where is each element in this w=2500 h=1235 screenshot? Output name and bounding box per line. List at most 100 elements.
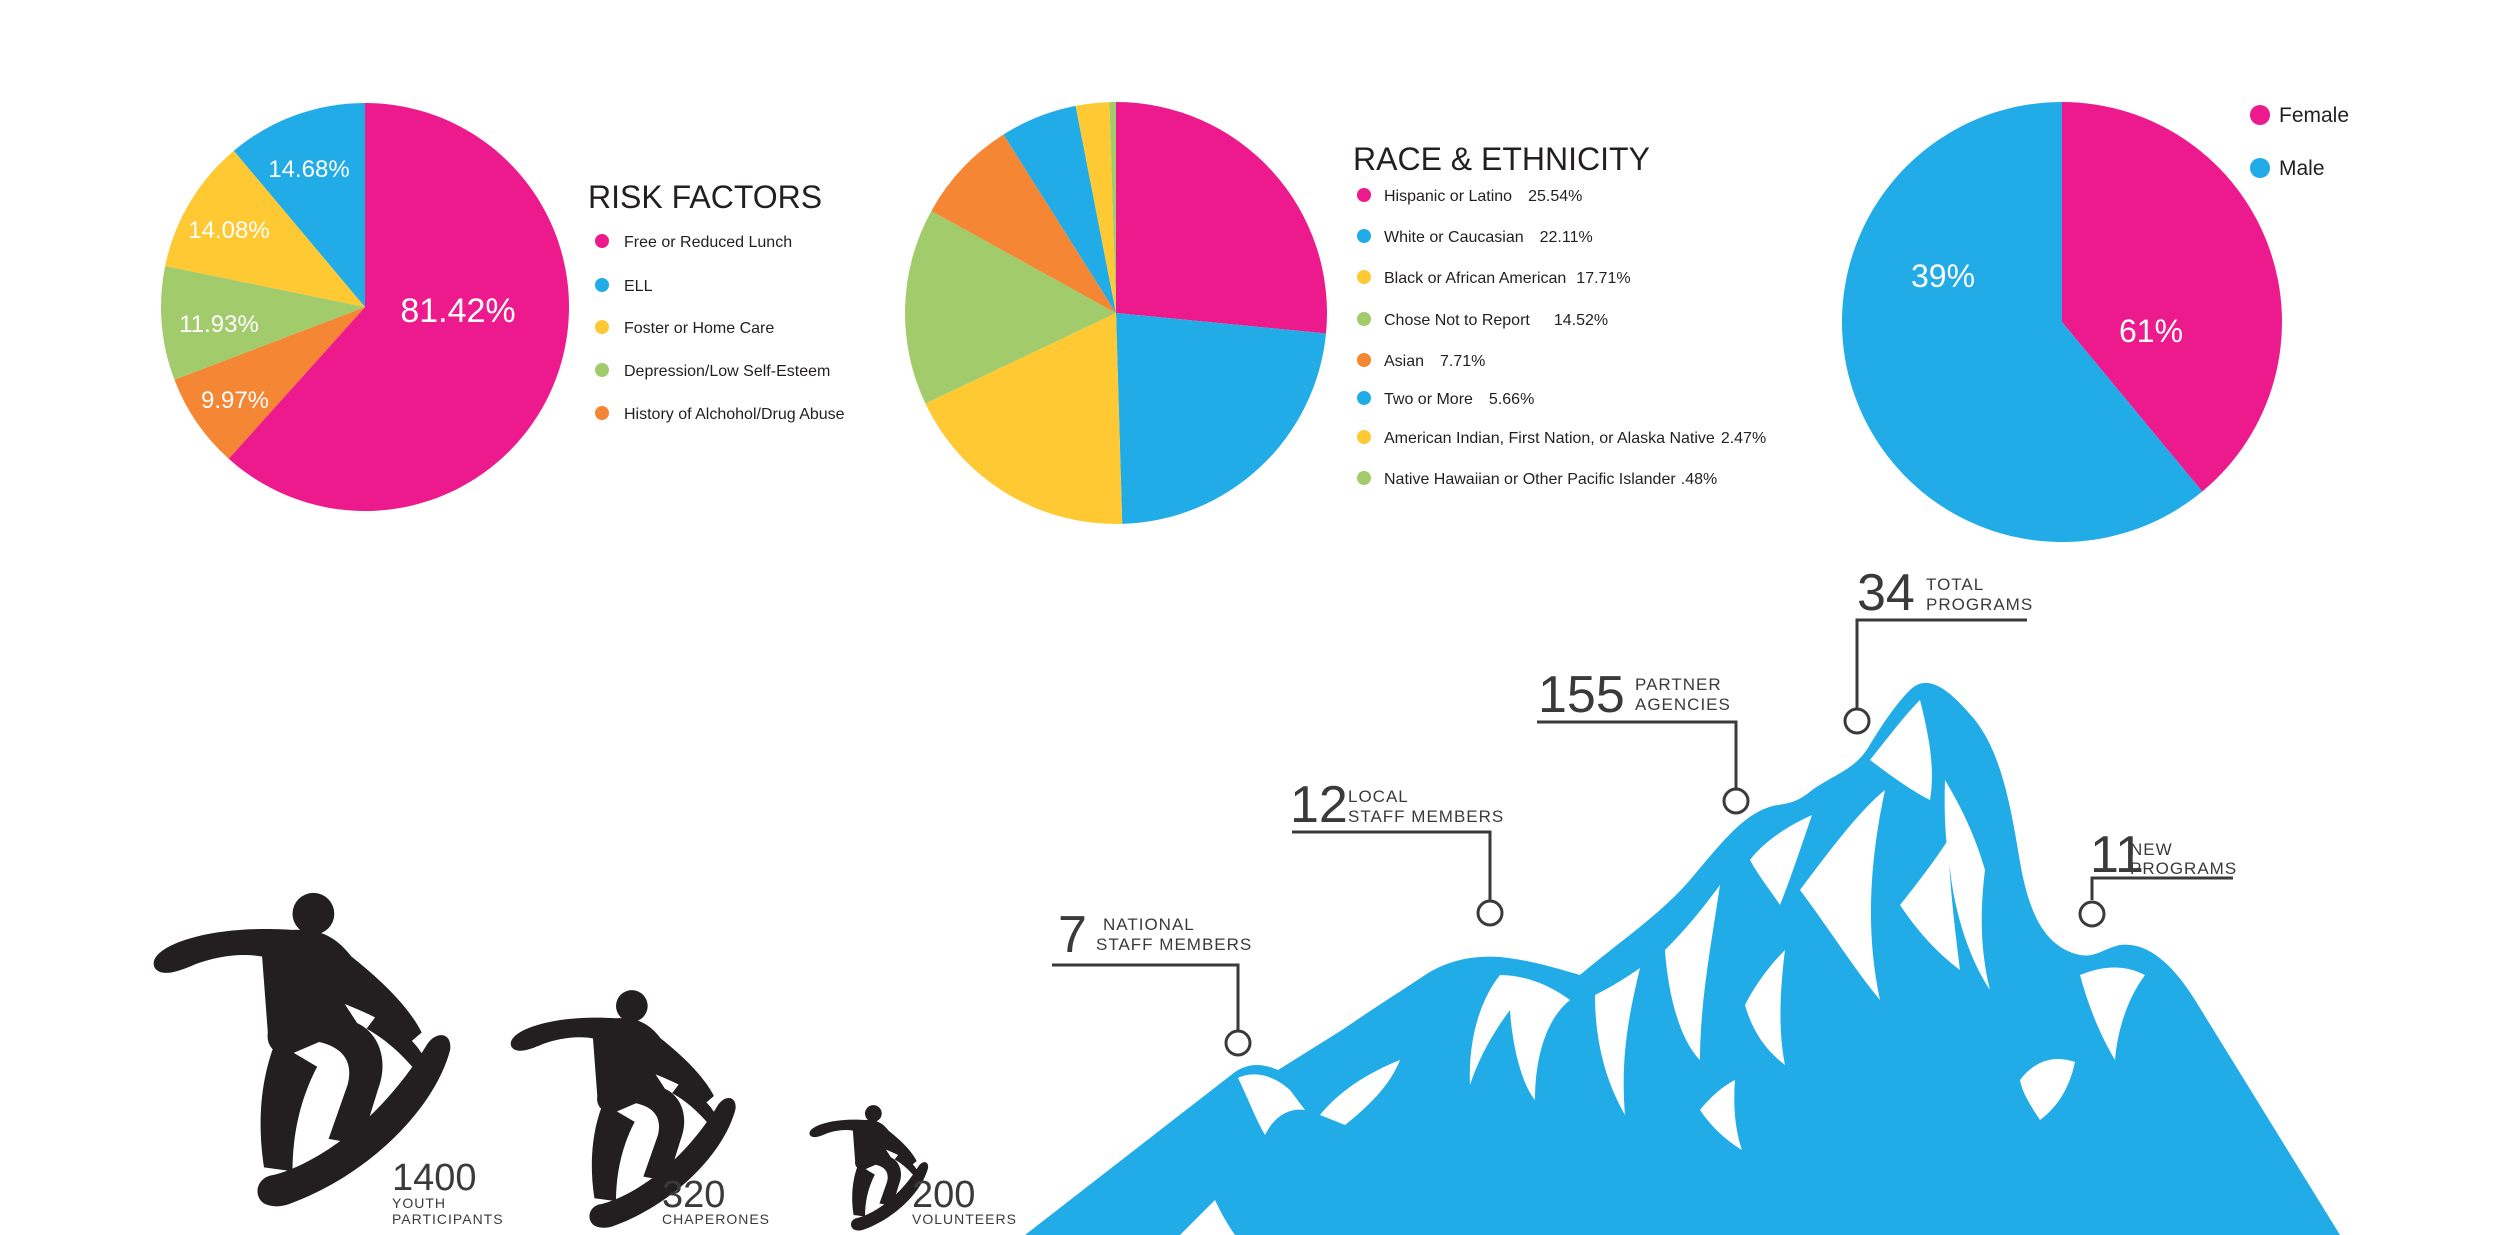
pie-slice-1 [174, 307, 365, 459]
legend-entry: Chose Not to Report [1384, 312, 1530, 329]
legend-entry: White or Caucasian [1384, 229, 1524, 246]
legend-swatch [1357, 471, 1371, 485]
pie-slice-1 [1842, 102, 2203, 543]
legend-swatch [595, 320, 609, 334]
stat-caption: CHAPERONES [662, 1211, 770, 1227]
legend-swatch [2250, 105, 2270, 125]
callout-marker [1722, 787, 1750, 815]
legend-entry: Asian [1384, 353, 1424, 370]
legend-entry: History of Alchohol/Drug Abuse [624, 406, 845, 423]
stat-caption: NATIONAL [1103, 915, 1195, 934]
legend-entry: Native Hawaiian or Other Pacific Islande… [1384, 471, 1676, 488]
callout-line [1537, 720, 1738, 788]
mountain-stats: 7 NATIONAL STAFF MEMBERS 12 LOCAL STAFF … [1058, 564, 2237, 964]
legend-row: Chose Not to Report 14.52% [1357, 312, 1608, 329]
stat-caption: LOCAL [1348, 787, 1409, 806]
legend-value: 5.66% [1489, 391, 1534, 408]
stat-number: 1400 [392, 1157, 477, 1199]
race-ethnicity-chart: RACE & ETHNICITY Hispanic or Latino 25.54… [905, 102, 1766, 524]
risk-factors-pie [161, 103, 569, 512]
legend-entry: ELL [624, 278, 653, 295]
callout-line [1855, 618, 2027, 708]
pie-slice-3 [905, 210, 1116, 404]
stat-caption: PARTICIPANTS [392, 1211, 504, 1227]
stat-caption: PROGRAMS [1926, 595, 2033, 614]
pie-slice-4 [233, 103, 365, 307]
pie-slice-6 [1075, 102, 1116, 313]
race-ethnicity-pie [905, 102, 1327, 524]
race-ethnicity-legend: Hispanic or Latino 25.54% White or Caucas… [1357, 188, 1766, 488]
legend-value: .48% [1681, 471, 1717, 488]
pie-slice-2 [925, 313, 1123, 524]
legend-entry: Depression/Low Self-Esteem [624, 363, 830, 380]
stat-caption: STAFF MEMBERS [1348, 807, 1504, 826]
legend-value: 7.71% [1440, 353, 1485, 370]
stat-caption: VOLUNTEERS [912, 1211, 1017, 1227]
stat-number: 200 [912, 1174, 975, 1216]
gender-chart: 39% 61% Female Male [1842, 102, 2349, 543]
snowboarder-silhouette-icon [809, 1105, 929, 1231]
callout-line [1292, 830, 1492, 900]
stat-number: 34 [1857, 564, 1915, 622]
stat-number: 320 [662, 1174, 725, 1216]
callout-line [2090, 876, 2233, 900]
legend-row: Native Hawaiian or Other Pacific Islande… [1357, 471, 1717, 488]
stat-caption: YOUTH [392, 1195, 446, 1211]
slice-label: 11.93% [179, 311, 259, 338]
legend-swatch [595, 406, 609, 420]
legend-value: 25.54% [1528, 188, 1582, 205]
stat-number: 11 [2090, 826, 2144, 884]
legend-entry: Foster or Home Care [624, 320, 774, 337]
pie-slice-3 [165, 150, 365, 307]
stat-caption: PARTNER [1635, 675, 1722, 694]
pie-slice-5 [1003, 105, 1116, 313]
legend-swatch [595, 234, 609, 248]
stat-number: 7 [1058, 906, 1087, 964]
slice-label: 9.97% [201, 387, 269, 414]
risk-factors-slice-labels: 81.42% 9.97% 11.93% 14.08% 14.68% [179, 156, 515, 414]
legend-entry: Free or Reduced Lunch [624, 234, 792, 251]
legend-value: 22.11% [1540, 229, 1593, 246]
legend-entry: Two or More [1384, 391, 1473, 408]
legend-entry: Hispanic or Latino [1384, 188, 1512, 205]
legend-entry: American Indian, First Nation, or Alaska… [1384, 430, 1715, 447]
risk-factors-title: RISK FACTORS [588, 179, 822, 215]
race-ethnicity-title: RACE & ETHNICITY [1353, 141, 1650, 177]
legend-row: American Indian, First Nation, or Alaska… [1357, 430, 1766, 447]
pie-slice-0 [228, 103, 569, 512]
mountain-callouts [1052, 618, 2233, 1057]
callout-marker [1224, 1029, 1252, 1057]
legend-swatch [595, 278, 609, 292]
legend-swatch [2250, 158, 2270, 178]
participants-group: 1400 YOUTH PARTICIPANTS 320 CHAPERONES 2… [153, 892, 1017, 1231]
legend-entry: Female [2279, 104, 2349, 127]
mountain-illustration [1025, 682, 2340, 1235]
gender-legend: Female Male [2250, 104, 2349, 180]
legend-row: White or Caucasian 22.11% [1357, 229, 1593, 246]
risk-factors-legend: Free or Reduced Lunch ELL Foster or Home… [595, 234, 845, 423]
pie-slice-7 [1109, 102, 1116, 313]
legend-entry: Black or African American [1384, 270, 1566, 287]
legend-value: 17.71% [1576, 270, 1630, 287]
stat-caption: PROGRAMS [2130, 859, 2237, 878]
stat-caption: AGENCIES [1635, 695, 1731, 714]
legend-swatch [1357, 270, 1371, 284]
slice-label: 14.68% [268, 156, 349, 183]
stat-caption: STAFF MEMBERS [1096, 935, 1252, 954]
legend-value: 2.47% [1721, 430, 1766, 447]
legend-row: Two or More 5.66% [1357, 391, 1534, 408]
legend-row: Black or African American 17.71% [1357, 270, 1631, 287]
legend-row: Asian 7.71% [1357, 353, 1485, 370]
pie-slice-0 [1116, 102, 1327, 334]
legend-value: 14.52% [1554, 312, 1608, 329]
pie-slice-0 [2062, 102, 2282, 492]
legend-swatch [1357, 430, 1371, 444]
svg-text:Native Hawaiian or Other Pacif: Native Hawaiian or Other Pacific Islande… [1384, 471, 1717, 488]
slice-label: 14.08% [188, 217, 269, 244]
stat-caption: TOTAL [1926, 575, 1984, 594]
